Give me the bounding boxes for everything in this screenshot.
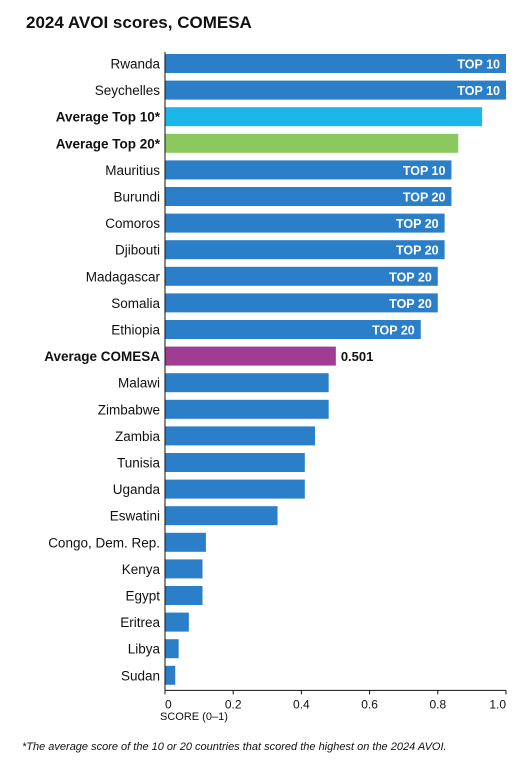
bar-tag-label: TOP 10	[457, 84, 500, 98]
bar	[165, 665, 176, 685]
category-label: Congo, Dem. Rep.	[48, 535, 160, 550]
bar-tag-label: TOP 20	[389, 297, 432, 311]
category-label: Tunisia	[117, 456, 161, 471]
x-tick-label: 0	[165, 697, 172, 711]
bar	[165, 373, 329, 393]
category-label: Kenya	[122, 562, 161, 577]
bar	[165, 107, 483, 127]
category-label: Zimbabwe	[98, 402, 160, 417]
bar	[165, 559, 203, 579]
bar	[165, 266, 438, 286]
bar	[165, 479, 305, 499]
bar	[165, 240, 445, 260]
x-tick-label: 0.2	[225, 697, 242, 711]
chart-title: 2024 AVOI scores, COMESA	[26, 13, 252, 32]
category-label: Average COMESA	[44, 349, 160, 364]
bar	[165, 586, 203, 605]
bar	[165, 453, 305, 472]
category-label: Eswatini	[110, 509, 160, 524]
category-label: Comoros	[105, 216, 160, 231]
bar-tag-label: TOP 20	[396, 217, 439, 231]
x-tick-label: 0.4	[293, 697, 310, 711]
bar	[165, 612, 189, 632]
footnote: *The average score of the 10 or 20 count…	[22, 741, 447, 753]
x-tick-label: 0.8	[429, 697, 446, 711]
bar-value-label: 0.501	[341, 349, 374, 364]
bar	[165, 506, 278, 526]
x-axis: 0 0.2 0.4 0.6 0.8 1.0	[164, 52, 507, 711]
category-label: Malawi	[118, 376, 160, 391]
x-tick-label: 0.6	[361, 697, 378, 711]
category-label: Zambia	[115, 429, 161, 444]
category-label: Sudan	[121, 668, 160, 683]
bar-tag-label: TOP 10	[457, 58, 500, 72]
category-label: Average Top 20*	[56, 136, 161, 151]
category-label: Egypt	[125, 589, 160, 604]
bar-tag-label: TOP 10	[403, 164, 446, 178]
bar-tag-label: TOP 20	[396, 244, 439, 258]
category-label: Somalia	[111, 296, 160, 311]
bar	[165, 320, 421, 339]
category-label: Eritrea	[120, 615, 160, 630]
bar-tag-label: TOP 20	[389, 270, 432, 284]
bar	[165, 399, 329, 419]
category-label: Uganda	[113, 482, 161, 497]
bar	[165, 293, 438, 313]
bar	[165, 346, 336, 366]
x-tick-label: 1.0	[489, 697, 506, 711]
bar-tag-label: TOP 20	[372, 324, 415, 338]
category-label: Madagascar	[86, 269, 161, 284]
bar	[165, 426, 316, 446]
bars-group: Rwanda TOP 10 Seychelles TOP 10 Average Top …	[44, 54, 506, 685]
category-label: Seychelles	[95, 83, 161, 98]
category-label: Burundi	[113, 190, 160, 205]
bar	[165, 213, 445, 233]
x-axis-label: SCORE (0–1)	[160, 711, 228, 723]
category-label: Mauritius	[105, 163, 160, 178]
bar-tag-label: TOP 20	[403, 191, 446, 205]
bar	[165, 54, 506, 73]
bar	[165, 187, 452, 206]
bar	[165, 639, 179, 659]
bar	[165, 133, 459, 153]
bar	[165, 532, 206, 552]
category-label: Ethiopia	[111, 323, 160, 338]
bar	[165, 160, 452, 180]
category-label: Average Top 10*	[56, 110, 161, 125]
category-label: Rwanda	[110, 57, 160, 72]
bar	[165, 80, 506, 100]
category-label: Djibouti	[115, 243, 160, 258]
category-label: Libya	[128, 642, 161, 657]
